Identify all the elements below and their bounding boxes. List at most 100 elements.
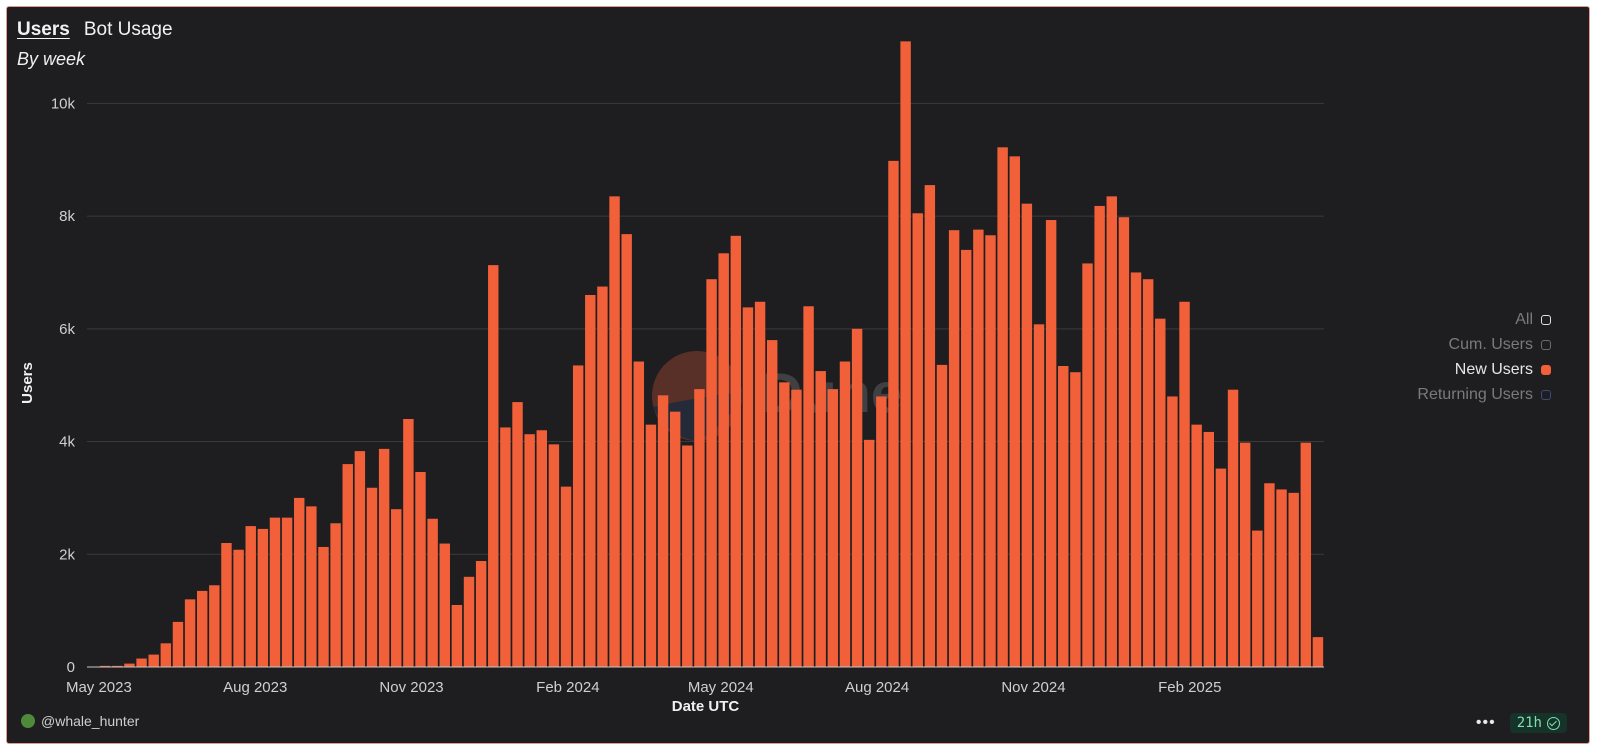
bar bbox=[536, 430, 547, 667]
bar bbox=[1142, 279, 1154, 667]
more-dots-icon[interactable]: ••• bbox=[1475, 714, 1496, 731]
bar bbox=[354, 451, 366, 667]
y-tick-label: 10k bbox=[51, 95, 76, 112]
bar bbox=[245, 526, 256, 667]
tab-users[interactable]: Users bbox=[17, 19, 70, 40]
bar bbox=[1203, 431, 1215, 667]
bar bbox=[1191, 424, 1202, 667]
bar bbox=[1009, 156, 1020, 667]
bar bbox=[851, 328, 863, 667]
bar bbox=[1264, 483, 1275, 667]
bar bbox=[985, 235, 996, 667]
y-tick-label: 8k bbox=[59, 208, 75, 225]
bar bbox=[572, 365, 584, 667]
bar bbox=[609, 196, 620, 667]
bar bbox=[1300, 442, 1312, 667]
bar bbox=[172, 621, 184, 667]
bar bbox=[1118, 217, 1130, 667]
bar bbox=[585, 295, 596, 667]
bar bbox=[184, 599, 196, 667]
freshness-badge[interactable]: 21h bbox=[1509, 713, 1567, 733]
bar bbox=[791, 389, 802, 667]
y-tick-label: 4k bbox=[59, 434, 75, 451]
bar bbox=[294, 497, 305, 667]
bar bbox=[221, 543, 232, 667]
bar bbox=[500, 427, 511, 667]
bar bbox=[318, 546, 329, 667]
bar bbox=[1106, 196, 1117, 667]
bar bbox=[961, 249, 972, 667]
bar bbox=[621, 234, 632, 668]
check-circle-icon bbox=[1547, 716, 1560, 730]
bar bbox=[112, 665, 123, 667]
bar bbox=[936, 364, 948, 667]
bar bbox=[815, 371, 826, 667]
bar bbox=[657, 395, 669, 667]
avatar-icon bbox=[21, 714, 35, 728]
tab-bot-usage[interactable]: Bot Usage bbox=[83, 19, 173, 40]
legend-item-all[interactable]: All bbox=[1515, 311, 1551, 329]
x-tick-label: May 2023 bbox=[66, 679, 132, 696]
legend-item-returning-users[interactable]: Returning Users bbox=[1417, 386, 1551, 404]
bar bbox=[524, 434, 535, 667]
bar bbox=[342, 464, 353, 667]
bar bbox=[403, 419, 414, 667]
bar bbox=[803, 306, 814, 667]
bar bbox=[488, 265, 499, 667]
bar bbox=[475, 561, 487, 667]
y-axis-title: Users bbox=[19, 362, 36, 404]
bar bbox=[366, 487, 378, 667]
x-tick-label: Aug 2023 bbox=[223, 679, 287, 696]
x-tick-label: Nov 2024 bbox=[1001, 679, 1065, 696]
bar bbox=[209, 585, 220, 667]
bar bbox=[1130, 272, 1142, 667]
footer-actions: ••• 21h bbox=[1476, 713, 1567, 733]
bar bbox=[706, 279, 717, 667]
legend-item-new-users[interactable]: New Users bbox=[1455, 361, 1551, 379]
bar bbox=[766, 340, 778, 667]
bar bbox=[1082, 263, 1093, 667]
x-tick-label: Aug 2024 bbox=[845, 679, 909, 696]
freshness-label: 21h bbox=[1516, 715, 1542, 731]
bar bbox=[124, 663, 135, 667]
bar bbox=[1058, 366, 1069, 667]
bar bbox=[742, 307, 754, 667]
bar bbox=[827, 389, 839, 667]
bar bbox=[1215, 468, 1227, 667]
bar bbox=[451, 605, 463, 667]
bar bbox=[512, 402, 523, 667]
legend-item-cum-users[interactable]: Cum. Users bbox=[1449, 336, 1551, 354]
bar bbox=[864, 439, 875, 667]
bar bbox=[269, 517, 281, 667]
bar bbox=[876, 396, 887, 667]
bar bbox=[136, 658, 147, 667]
bar bbox=[548, 444, 560, 667]
bar bbox=[839, 361, 851, 667]
bar bbox=[948, 230, 960, 667]
bar bbox=[1033, 324, 1045, 667]
bar bbox=[694, 389, 705, 667]
bar bbox=[1155, 318, 1166, 667]
bar bbox=[1179, 301, 1190, 667]
legend-label: Cum. Users bbox=[1448, 336, 1533, 353]
bar bbox=[148, 654, 159, 667]
chart-panel: Users Bot Usage By week Dune02k4k6k8k10k… bbox=[6, 6, 1590, 744]
bar bbox=[924, 185, 936, 667]
bar bbox=[1070, 372, 1081, 667]
x-tick-label: May 2024 bbox=[688, 679, 754, 696]
legend-label: All bbox=[1515, 311, 1533, 328]
bar bbox=[439, 543, 450, 667]
legend-label: New Users bbox=[1454, 361, 1533, 378]
legend-swatch bbox=[1541, 340, 1551, 350]
bar bbox=[973, 229, 984, 668]
x-tick-label: Feb 2024 bbox=[536, 679, 599, 696]
bar bbox=[1021, 203, 1033, 667]
bar bbox=[196, 590, 208, 667]
bar bbox=[718, 253, 729, 668]
author-link[interactable]: @whale_hunter bbox=[21, 713, 139, 729]
legend-swatch bbox=[1541, 390, 1551, 400]
legend-swatch bbox=[1541, 365, 1551, 375]
bar bbox=[378, 448, 390, 667]
bar bbox=[1252, 530, 1263, 667]
